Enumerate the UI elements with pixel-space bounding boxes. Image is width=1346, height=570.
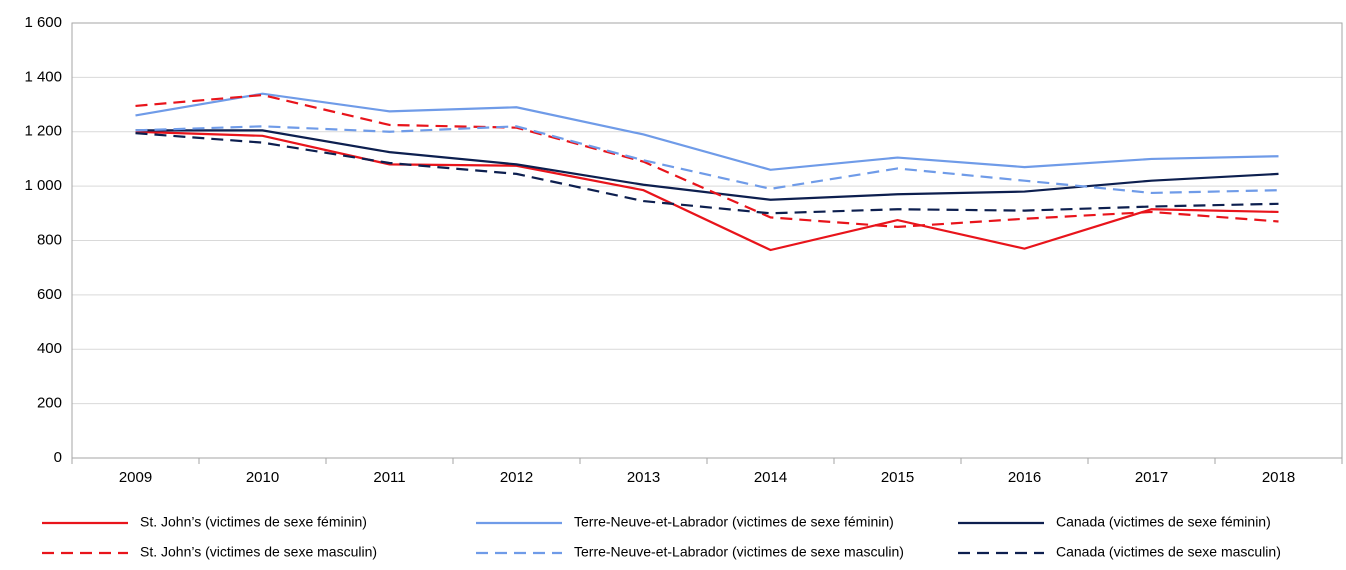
series-line [135, 125, 1279, 195]
y-tick-label: 1 400 [24, 68, 62, 85]
x-tick-label: 2011 [373, 469, 405, 486]
y-tick-label: 1 000 [24, 177, 62, 194]
series-line [135, 93, 1279, 229]
y-tick-label: 600 [37, 286, 62, 303]
legend-label: Terre-Neuve-et-Labrador (victimes de sex… [574, 514, 894, 530]
x-tick-label: 2009 [119, 469, 152, 486]
y-tick-label: 0 [54, 449, 62, 466]
series-line [135, 129, 1279, 201]
legend-label: Canada (victimes de sexe féminin) [1056, 514, 1271, 530]
x-tick-label: 2013 [627, 469, 660, 486]
x-tick-label: 2010 [246, 469, 279, 486]
x-tick-label: 2017 [1135, 469, 1168, 486]
series-line [135, 92, 1279, 171]
y-tick-label: 800 [37, 231, 62, 248]
legend-label: St. John’s (victimes de sexe masculin) [140, 544, 377, 560]
y-tick-label: 400 [37, 340, 62, 357]
series-line [135, 130, 1279, 252]
x-tick-label: 2012 [500, 469, 533, 486]
x-tick-label: 2014 [754, 469, 787, 486]
legend-label: Canada (victimes de sexe masculin) [1056, 544, 1281, 560]
legend-label: St. John’s (victimes de sexe féminin) [140, 514, 367, 530]
legend-label: Terre-Neuve-et-Labrador (victimes de sex… [574, 544, 904, 560]
x-tick-label: 2015 [881, 469, 914, 486]
x-tick-label: 2018 [1262, 469, 1295, 486]
y-tick-label: 1 600 [24, 14, 62, 31]
x-tick-label: 2016 [1008, 469, 1041, 486]
y-tick-label: 1 200 [24, 123, 62, 140]
series-line [135, 132, 1279, 215]
y-tick-label: 200 [37, 395, 62, 412]
